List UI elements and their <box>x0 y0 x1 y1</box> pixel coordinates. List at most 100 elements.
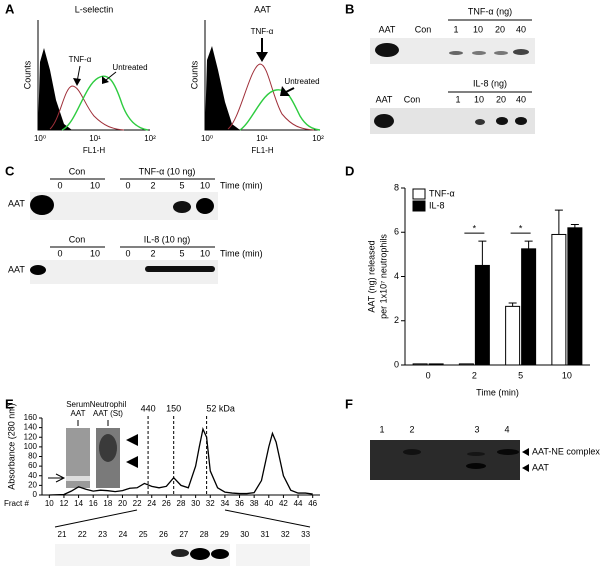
x-tick-label: 28 <box>177 499 186 508</box>
error-bar <box>554 209 563 235</box>
y-tick-label: 2 <box>394 315 399 325</box>
x-tick-label: 26 <box>162 499 171 508</box>
x-tick-label: 10¹ <box>89 134 101 143</box>
x-tick-label: 0 <box>426 370 431 380</box>
histogram-left <box>37 20 150 131</box>
lane-label: AAT <box>8 264 25 274</box>
lane-label: 2 <box>409 424 414 434</box>
x-tick-label: 44 <box>294 499 303 508</box>
dose-label: 1 <box>455 94 460 104</box>
time-label: 10 <box>200 248 210 258</box>
x-tick-label: 2 <box>472 370 477 380</box>
panel-label: B <box>345 1 354 16</box>
lane-label: AAT <box>8 198 25 208</box>
error-bar <box>508 302 517 307</box>
time-axis-label: Time (min) <box>220 248 263 258</box>
fraction-label: 25 <box>139 530 148 539</box>
dose-label: 40 <box>516 94 526 104</box>
x-tick-label: 36 <box>235 499 244 508</box>
fraction-label: 24 <box>118 530 127 539</box>
lane-label: 3 <box>474 424 479 434</box>
x-axis-label: FL1-H <box>251 146 273 155</box>
arrow-label: Untreated <box>284 77 319 86</box>
time-label: 10 <box>200 180 210 190</box>
time-label: 0 <box>125 248 130 258</box>
y-axis-label: per 1x10⁷ neutrophils <box>378 234 388 319</box>
bar <box>521 248 537 366</box>
error-bar <box>478 240 487 266</box>
group-label: IL-8 (10 ng) <box>144 234 191 244</box>
x-tick-label: 40 <box>264 499 273 508</box>
lane-label: 1 <box>379 424 384 434</box>
y-tick-label: 100 <box>24 442 38 451</box>
inset-label: Neutrophil <box>90 400 127 409</box>
x-tick-label: 10⁰ <box>201 134 213 143</box>
x-tick-label: 12 <box>59 499 68 508</box>
group-label: Con <box>69 166 86 176</box>
group-label: IL-8 (ng) <box>473 78 507 88</box>
fraction-label: 29 <box>220 530 229 539</box>
inset-label: Serum <box>66 400 90 409</box>
x-tick-label: 38 <box>250 499 259 508</box>
x-tick-label: 10² <box>312 134 324 143</box>
time-label: 2 <box>150 248 155 258</box>
fraction-label: 23 <box>98 530 107 539</box>
dose-label: 10 <box>473 24 483 34</box>
marker-label: 52 kDa <box>206 403 235 413</box>
lane-label: Con <box>404 94 421 104</box>
y-tick-label: 40 <box>28 471 37 480</box>
x-tick-label: 10 <box>562 370 572 380</box>
plot-title: AAT <box>254 4 271 14</box>
fraction-label: 22 <box>78 530 87 539</box>
error-bar <box>524 240 533 249</box>
fraction-label: 33 <box>301 530 310 539</box>
y-axis-label: Counts <box>189 60 199 89</box>
x-tick-label: 18 <box>103 499 112 508</box>
x-tick-label: 10¹ <box>256 134 268 143</box>
band-label: AAT <box>532 462 549 472</box>
legend-swatch <box>412 200 426 212</box>
group-label: Con <box>69 234 86 244</box>
y-tick-label: 0 <box>33 490 38 499</box>
dose-label: 40 <box>516 24 526 34</box>
fraction-label: 31 <box>261 530 270 539</box>
x-axis-label: FL1-H <box>83 146 105 155</box>
panel-label: D <box>345 163 354 178</box>
x-tick-label: 10 <box>45 499 54 508</box>
time-label: 0 <box>57 248 62 258</box>
bar <box>474 264 490 366</box>
significance-marker: * <box>473 223 477 233</box>
time-axis-label: Time (min) <box>220 180 263 190</box>
y-tick-label: 4 <box>394 271 399 281</box>
panel-label: C <box>5 163 15 178</box>
y-axis-label: Absorbance (280 nm) <box>6 403 16 490</box>
bar <box>412 363 428 366</box>
fraction-label: 30 <box>240 530 249 539</box>
marker-label: 440 <box>141 403 156 413</box>
legend-label: IL-8 <box>429 200 445 210</box>
bar <box>428 363 444 366</box>
fraction-label: 21 <box>58 530 67 539</box>
significance-marker: * <box>519 223 523 233</box>
x-tick-label: 46 <box>308 499 317 508</box>
inset-gels <box>48 420 138 488</box>
y-tick-label: 120 <box>24 432 38 441</box>
bar <box>551 233 567 366</box>
fraction-label: 27 <box>179 530 188 539</box>
x-tick-label: 20 <box>118 499 127 508</box>
x-tick-label: 30 <box>191 499 200 508</box>
fraction-blot <box>54 509 311 566</box>
fraction-label: 28 <box>200 530 209 539</box>
y-tick-label: 140 <box>24 423 38 432</box>
x-tick-label: 14 <box>74 499 83 508</box>
y-tick-label: 20 <box>28 480 37 489</box>
arrow-label: TNF-α <box>69 55 92 64</box>
dose-label: 1 <box>453 24 458 34</box>
bar <box>567 227 583 366</box>
inset-label: AAT (St) <box>93 409 123 418</box>
histogram-right <box>204 20 321 131</box>
lane-label: 4 <box>504 424 509 434</box>
inset-label: AAT <box>71 409 86 418</box>
blot-c <box>30 178 218 284</box>
dose-label: 20 <box>495 24 505 34</box>
